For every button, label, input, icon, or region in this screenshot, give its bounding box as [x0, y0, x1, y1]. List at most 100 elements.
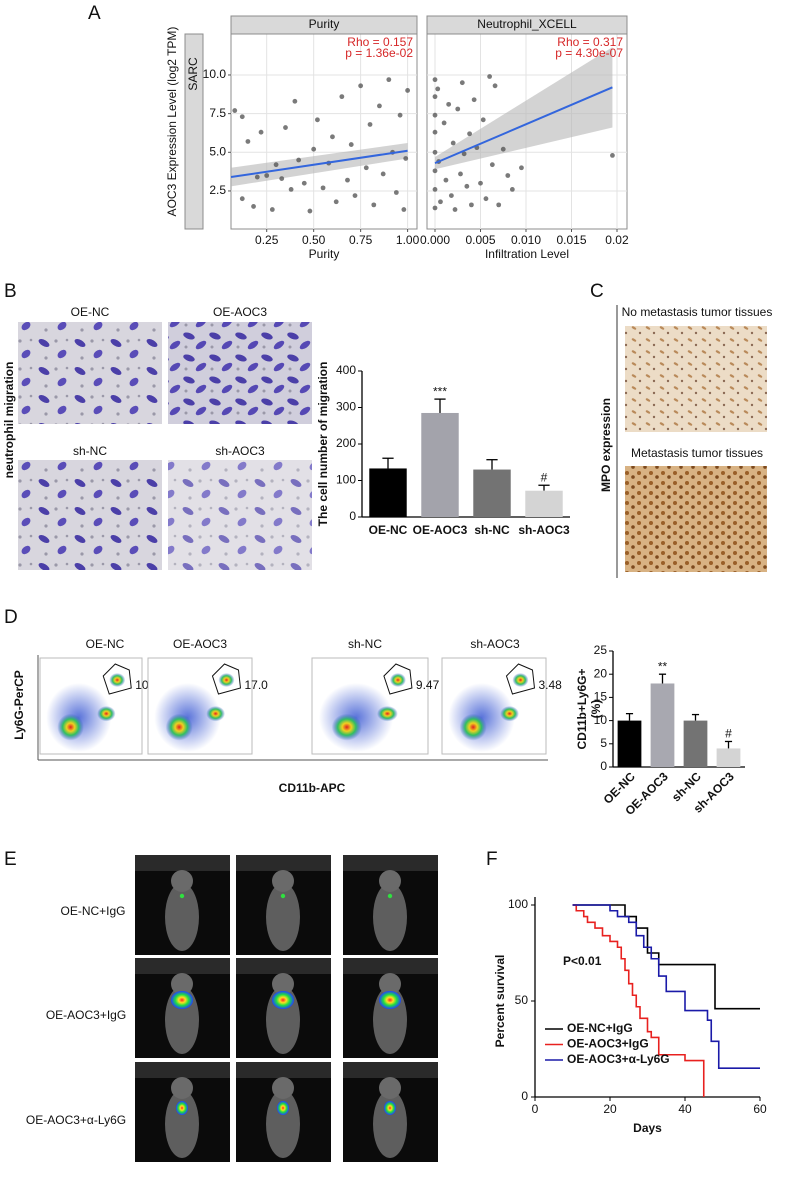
plot-label: sh-NC	[348, 637, 382, 651]
point	[432, 149, 438, 155]
annotation: Rho = 0.317	[557, 35, 623, 49]
flow-cluster	[206, 706, 225, 722]
panel-letter: D	[4, 607, 18, 628]
row-label: OE-NC+IgG	[60, 904, 125, 918]
facet-strip	[184, 33, 204, 230]
stage	[236, 855, 331, 871]
point	[264, 173, 270, 178]
point	[320, 185, 326, 191]
axis-title: The cell number of migration	[316, 362, 330, 527]
bar	[369, 468, 407, 517]
fit-line	[230, 149, 408, 179]
point	[232, 108, 238, 113]
x-tick-label: 60	[753, 1102, 767, 1116]
annotation: p = 4.30e-07	[555, 46, 623, 60]
point	[377, 103, 382, 109]
facet-strip	[426, 15, 628, 35]
plot-label: OE-AOC3	[173, 637, 227, 651]
survival-curve	[572, 904, 760, 1010]
mouse-body	[373, 1090, 407, 1158]
image-label: No metastasis tumor tissues	[622, 305, 773, 319]
bar	[617, 720, 642, 767]
point	[251, 204, 256, 209]
stage	[135, 855, 230, 871]
point	[432, 205, 438, 211]
point	[363, 165, 369, 171]
confidence-band	[435, 47, 613, 170]
y-tick-label: 0	[349, 509, 356, 523]
gate-value: 9.47	[416, 678, 440, 692]
point	[610, 152, 615, 158]
legend-label: OE-AOC3+α-Ly6G	[567, 1052, 670, 1066]
point	[478, 180, 483, 186]
flow-cluster	[376, 706, 398, 722]
x-tick-label: 20	[603, 1102, 617, 1116]
gate-value: 3.48	[538, 678, 562, 692]
image-label: sh-NC	[73, 444, 107, 458]
stage	[343, 1062, 438, 1078]
point	[461, 151, 467, 157]
point	[301, 180, 307, 186]
flow-cluster	[109, 673, 126, 687]
axis-title: Percent survival	[493, 955, 507, 1048]
fit-line	[434, 86, 613, 165]
point	[371, 202, 377, 208]
y-tick-label: 200	[336, 436, 356, 450]
x-tick-label: sh-NC	[474, 523, 510, 537]
image-label: OE-NC	[71, 305, 110, 319]
point	[403, 156, 409, 161]
plot-label: OE-NC	[86, 637, 125, 651]
x-tick-label: 0.000	[420, 233, 450, 247]
gate	[102, 663, 132, 695]
annotation: P<0.01	[563, 954, 602, 968]
tissue-image	[625, 326, 767, 432]
flow-cluster	[331, 713, 362, 741]
point	[446, 101, 452, 107]
stage	[236, 958, 331, 974]
signal	[171, 991, 193, 1009]
annotation: Rho = 0.157	[347, 35, 413, 49]
image-label: sh-AOC3	[215, 444, 265, 458]
mouse-head	[379, 973, 401, 995]
point	[464, 183, 470, 189]
point	[315, 117, 320, 123]
facet-label: Neutrophil_XCELL	[477, 17, 577, 31]
point	[432, 129, 438, 135]
significance-label: #	[725, 727, 732, 741]
point	[492, 83, 498, 89]
point	[459, 80, 465, 86]
point	[352, 193, 358, 198]
axis-title: (%)	[589, 700, 603, 719]
x-tick-label: sh-AOC3	[518, 523, 570, 537]
flow-cluster	[97, 706, 116, 722]
point	[496, 202, 502, 208]
point	[269, 207, 275, 212]
signal	[379, 991, 401, 1009]
x-tick-label: 0.75	[349, 233, 373, 247]
point	[432, 187, 438, 192]
side-label: MPO expression	[599, 398, 613, 492]
point	[393, 190, 399, 195]
point	[505, 173, 511, 178]
significance-label: ***	[433, 384, 447, 398]
y-tick-label: 0	[521, 1089, 528, 1103]
mouse-head	[171, 973, 193, 995]
axis-label: Ly6G-PerCP	[12, 670, 26, 740]
point	[441, 120, 447, 126]
x-tick-label: 0.015	[556, 233, 586, 247]
signal	[280, 893, 286, 899]
axis-label: CD11b-APC	[279, 781, 346, 795]
mouse-body	[266, 1090, 300, 1158]
y-tick-label: 50	[515, 993, 529, 1007]
point	[438, 199, 443, 205]
point	[239, 114, 245, 120]
point	[467, 131, 472, 137]
point	[380, 171, 386, 177]
axis-title: AOC3 Expression Level (log2 TPM)	[165, 27, 179, 217]
y-tick-label: 300	[336, 400, 356, 414]
y-tick-label: 25	[594, 643, 608, 657]
y-tick-label: 20	[594, 666, 608, 680]
point	[292, 98, 298, 104]
micrograph	[18, 460, 162, 570]
